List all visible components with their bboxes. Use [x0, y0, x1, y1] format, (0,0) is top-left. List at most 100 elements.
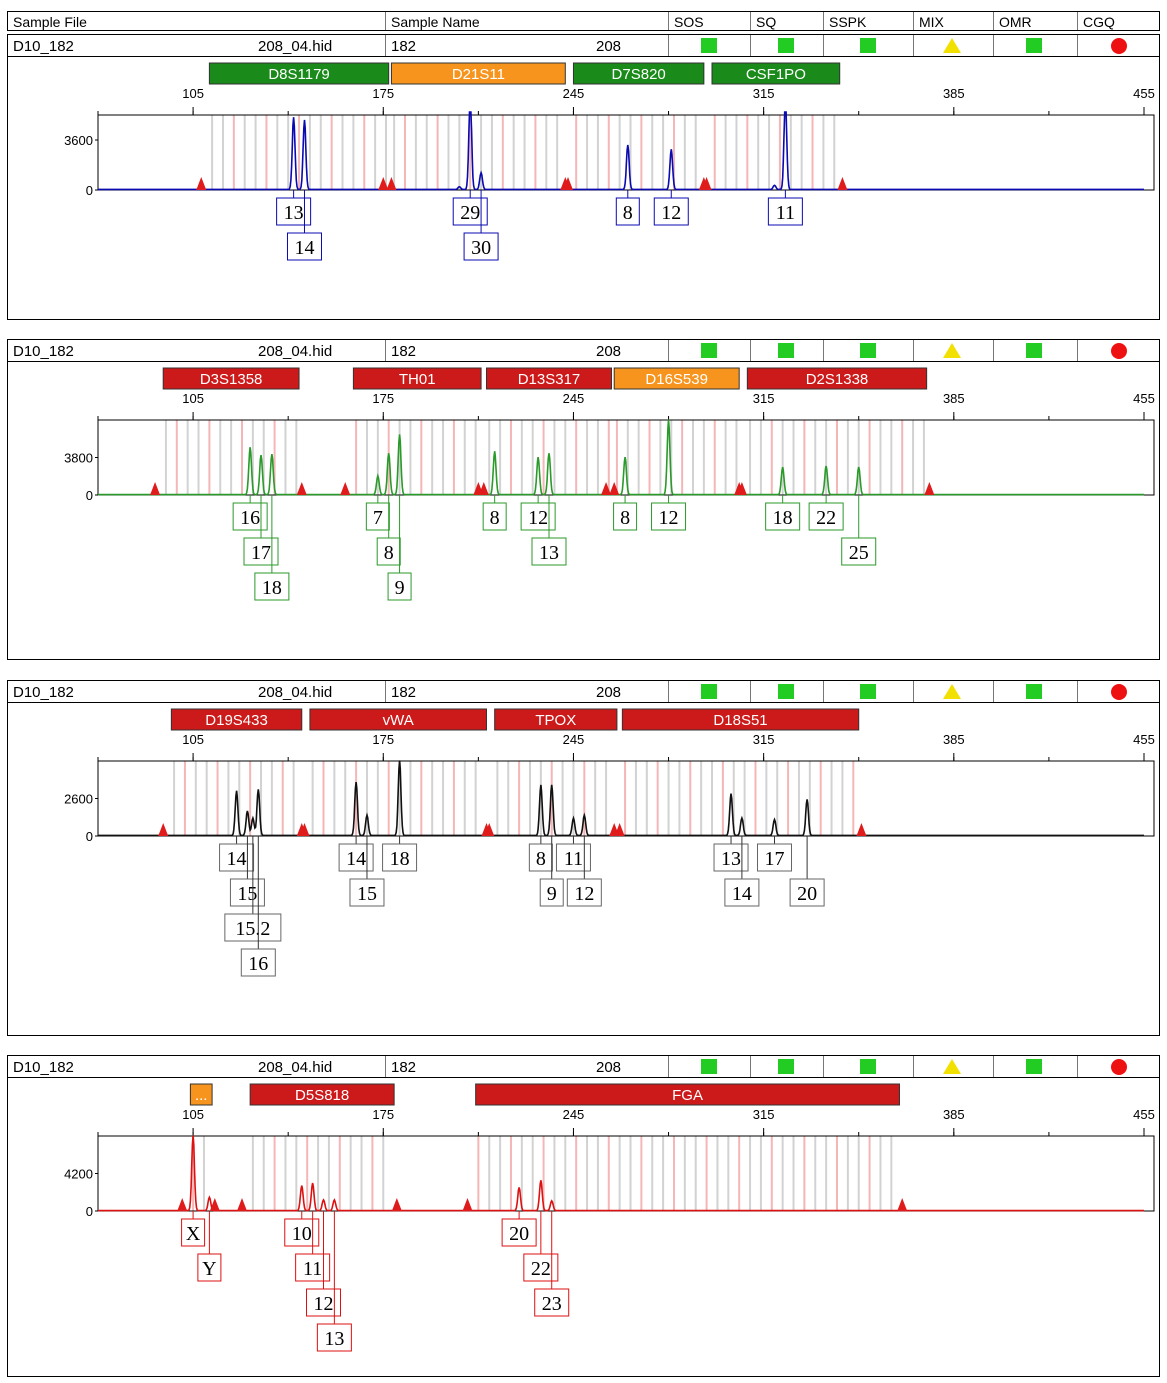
- allele-label[interactable]: 18: [382, 836, 418, 872]
- col-sample-name[interactable]: Sample Name: [385, 12, 668, 30]
- omr-status-icon[interactable]: [1024, 342, 1044, 360]
- locus-marker-CSF1PO[interactable]: CSF1PO: [711, 62, 841, 85]
- allele-label[interactable]: 9: [539, 836, 564, 907]
- locus-marker-D18S51[interactable]: D18S51: [621, 708, 860, 731]
- allele-label[interactable]: 13: [316, 1211, 352, 1352]
- locus-marker-D21S11[interactable]: D21S11: [390, 62, 566, 85]
- cgq-status-icon[interactable]: [1109, 342, 1129, 360]
- locus-marker-D13S317[interactable]: D13S317: [486, 367, 612, 390]
- allele-label[interactable]: 18: [765, 495, 801, 531]
- locus-marker-D5S818[interactable]: D5S818: [249, 1083, 395, 1106]
- allele-label[interactable]: 10: [284, 1211, 320, 1247]
- col-sample-file[interactable]: Sample File: [13, 14, 87, 30]
- sample-file-cell[interactable]: D10_182 208_04.hid: [8, 35, 385, 56]
- cgq-status-icon[interactable]: [1109, 1058, 1129, 1076]
- sspk-status-icon[interactable]: [858, 342, 878, 360]
- allele-label[interactable]: 8: [528, 836, 553, 872]
- locus-marker-TH01[interactable]: TH01: [352, 367, 482, 390]
- sspk-status-icon[interactable]: [858, 683, 878, 701]
- sq-status-icon[interactable]: [776, 683, 796, 701]
- locus-marker-FGA[interactable]: FGA: [475, 1083, 900, 1106]
- sample-info-row[interactable]: D10_182 208_04.hid 182 208: [8, 1056, 1159, 1078]
- locus-marker-D2S1338[interactable]: D2S1338: [746, 367, 928, 390]
- allele-label[interactable]: 13: [276, 190, 312, 226]
- allele-label[interactable]: 11: [767, 190, 803, 226]
- allele-label[interactable]: 23: [534, 1211, 570, 1317]
- allele-label[interactable]: 9: [387, 495, 412, 601]
- allele-label[interactable]: 8: [613, 495, 638, 531]
- locus-marker-D7S820[interactable]: D7S820: [572, 62, 705, 85]
- omr-status-icon[interactable]: [1024, 683, 1044, 701]
- allele-label[interactable]: 13: [531, 495, 567, 566]
- sos-status-icon[interactable]: [699, 1058, 719, 1076]
- cgq-status-icon[interactable]: [1109, 683, 1129, 701]
- allele-label[interactable]: 8: [376, 495, 401, 566]
- allele-label[interactable]: 20: [789, 836, 825, 907]
- allele-label[interactable]: 13: [713, 836, 749, 872]
- allele-label[interactable]: 8: [482, 495, 507, 531]
- allele-label[interactable]: 15.2: [224, 836, 282, 942]
- allele-label[interactable]: 14: [338, 836, 374, 872]
- allele-label[interactable]: 12: [651, 495, 687, 531]
- sample-info-row[interactable]: D10_182 208_04.hid 182 208: [8, 340, 1159, 362]
- sample-name-cell[interactable]: 182 208: [385, 340, 668, 361]
- sspk-status-icon[interactable]: [858, 1058, 878, 1076]
- sample-name-cell[interactable]: 182 208: [385, 1056, 668, 1077]
- sample-name-cell[interactable]: 182 208: [385, 681, 668, 702]
- locus-marker-...[interactable]: ...: [189, 1083, 213, 1106]
- mix-status-icon[interactable]: [942, 683, 962, 701]
- sample-name-cell[interactable]: 182 208: [385, 35, 668, 56]
- locus-marker-D3S1358[interactable]: D3S1358: [162, 367, 300, 390]
- allele-label[interactable]: 11: [555, 836, 591, 872]
- sample-info-row[interactable]: D10_182 208_04.hid 182 208: [8, 35, 1159, 57]
- sample-file-cell[interactable]: D10_182 208_04.hid: [8, 1056, 385, 1077]
- allele-label[interactable]: X: [181, 1211, 206, 1247]
- locus-marker-D16S539[interactable]: D16S539: [613, 367, 740, 390]
- allele-label[interactable]: 16: [232, 495, 268, 531]
- cgq-status-icon[interactable]: [1109, 37, 1129, 55]
- locus-marker-D19S433[interactable]: D19S433: [170, 708, 303, 731]
- col-mix[interactable]: MIX: [913, 12, 993, 30]
- omr-status-icon[interactable]: [1024, 1058, 1044, 1076]
- col-sq[interactable]: SQ: [750, 12, 823, 30]
- allele-label[interactable]: 17: [757, 836, 793, 872]
- sq-status-icon[interactable]: [776, 342, 796, 360]
- sspk-status-icon[interactable]: [858, 37, 878, 55]
- allele-label[interactable]: 14: [286, 190, 322, 261]
- sos-status-icon[interactable]: [699, 37, 719, 55]
- allele-label[interactable]: 30: [463, 190, 499, 261]
- col-sspk[interactable]: SSPK: [823, 12, 913, 30]
- allele-label[interactable]: 12: [520, 495, 556, 531]
- col-sos[interactable]: SOS: [668, 12, 750, 30]
- allele-label[interactable]: 20: [501, 1211, 537, 1247]
- col-cgq[interactable]: CGQ: [1077, 12, 1161, 30]
- allele-label[interactable]: 22: [808, 495, 844, 531]
- locus-marker-D8S1179[interactable]: D8S1179: [208, 62, 390, 85]
- allele-label[interactable]: 8: [615, 190, 640, 226]
- col-omr[interactable]: OMR: [993, 12, 1077, 30]
- allele-label[interactable]: 18: [254, 495, 290, 601]
- sos-status-icon[interactable]: [699, 342, 719, 360]
- omr-status-icon[interactable]: [1024, 37, 1044, 55]
- mix-status-icon[interactable]: [942, 37, 962, 55]
- allele-label[interactable]: 14: [219, 836, 255, 872]
- mix-status-icon[interactable]: [942, 1058, 962, 1076]
- allele-label[interactable]: 14: [724, 836, 760, 907]
- mix-status-icon[interactable]: [942, 342, 962, 360]
- sample-file-cell[interactable]: D10_182 208_04.hid: [8, 340, 385, 361]
- allele-label[interactable]: 7: [365, 495, 390, 531]
- locus-marker-TPOX[interactable]: TPOX: [494, 708, 618, 731]
- allele-label[interactable]: 25: [841, 495, 877, 566]
- locus-marker-vWA[interactable]: vWA: [309, 708, 488, 731]
- allele-label[interactable]: 16: [240, 836, 276, 977]
- allele-label[interactable]: Y: [197, 1211, 222, 1282]
- sq-status-icon[interactable]: [776, 37, 796, 55]
- sos-status-icon[interactable]: [699, 683, 719, 701]
- allele-label[interactable]: 12: [566, 836, 602, 907]
- allele-label[interactable]: 29: [452, 190, 488, 226]
- sample-info-row[interactable]: D10_182 208_04.hid 182 208: [8, 681, 1159, 703]
- sq-status-icon[interactable]: [776, 1058, 796, 1076]
- allele-label[interactable]: 15: [349, 836, 385, 907]
- sample-file-cell[interactable]: D10_182 208_04.hid: [8, 681, 385, 702]
- allele-label[interactable]: 12: [653, 190, 689, 226]
